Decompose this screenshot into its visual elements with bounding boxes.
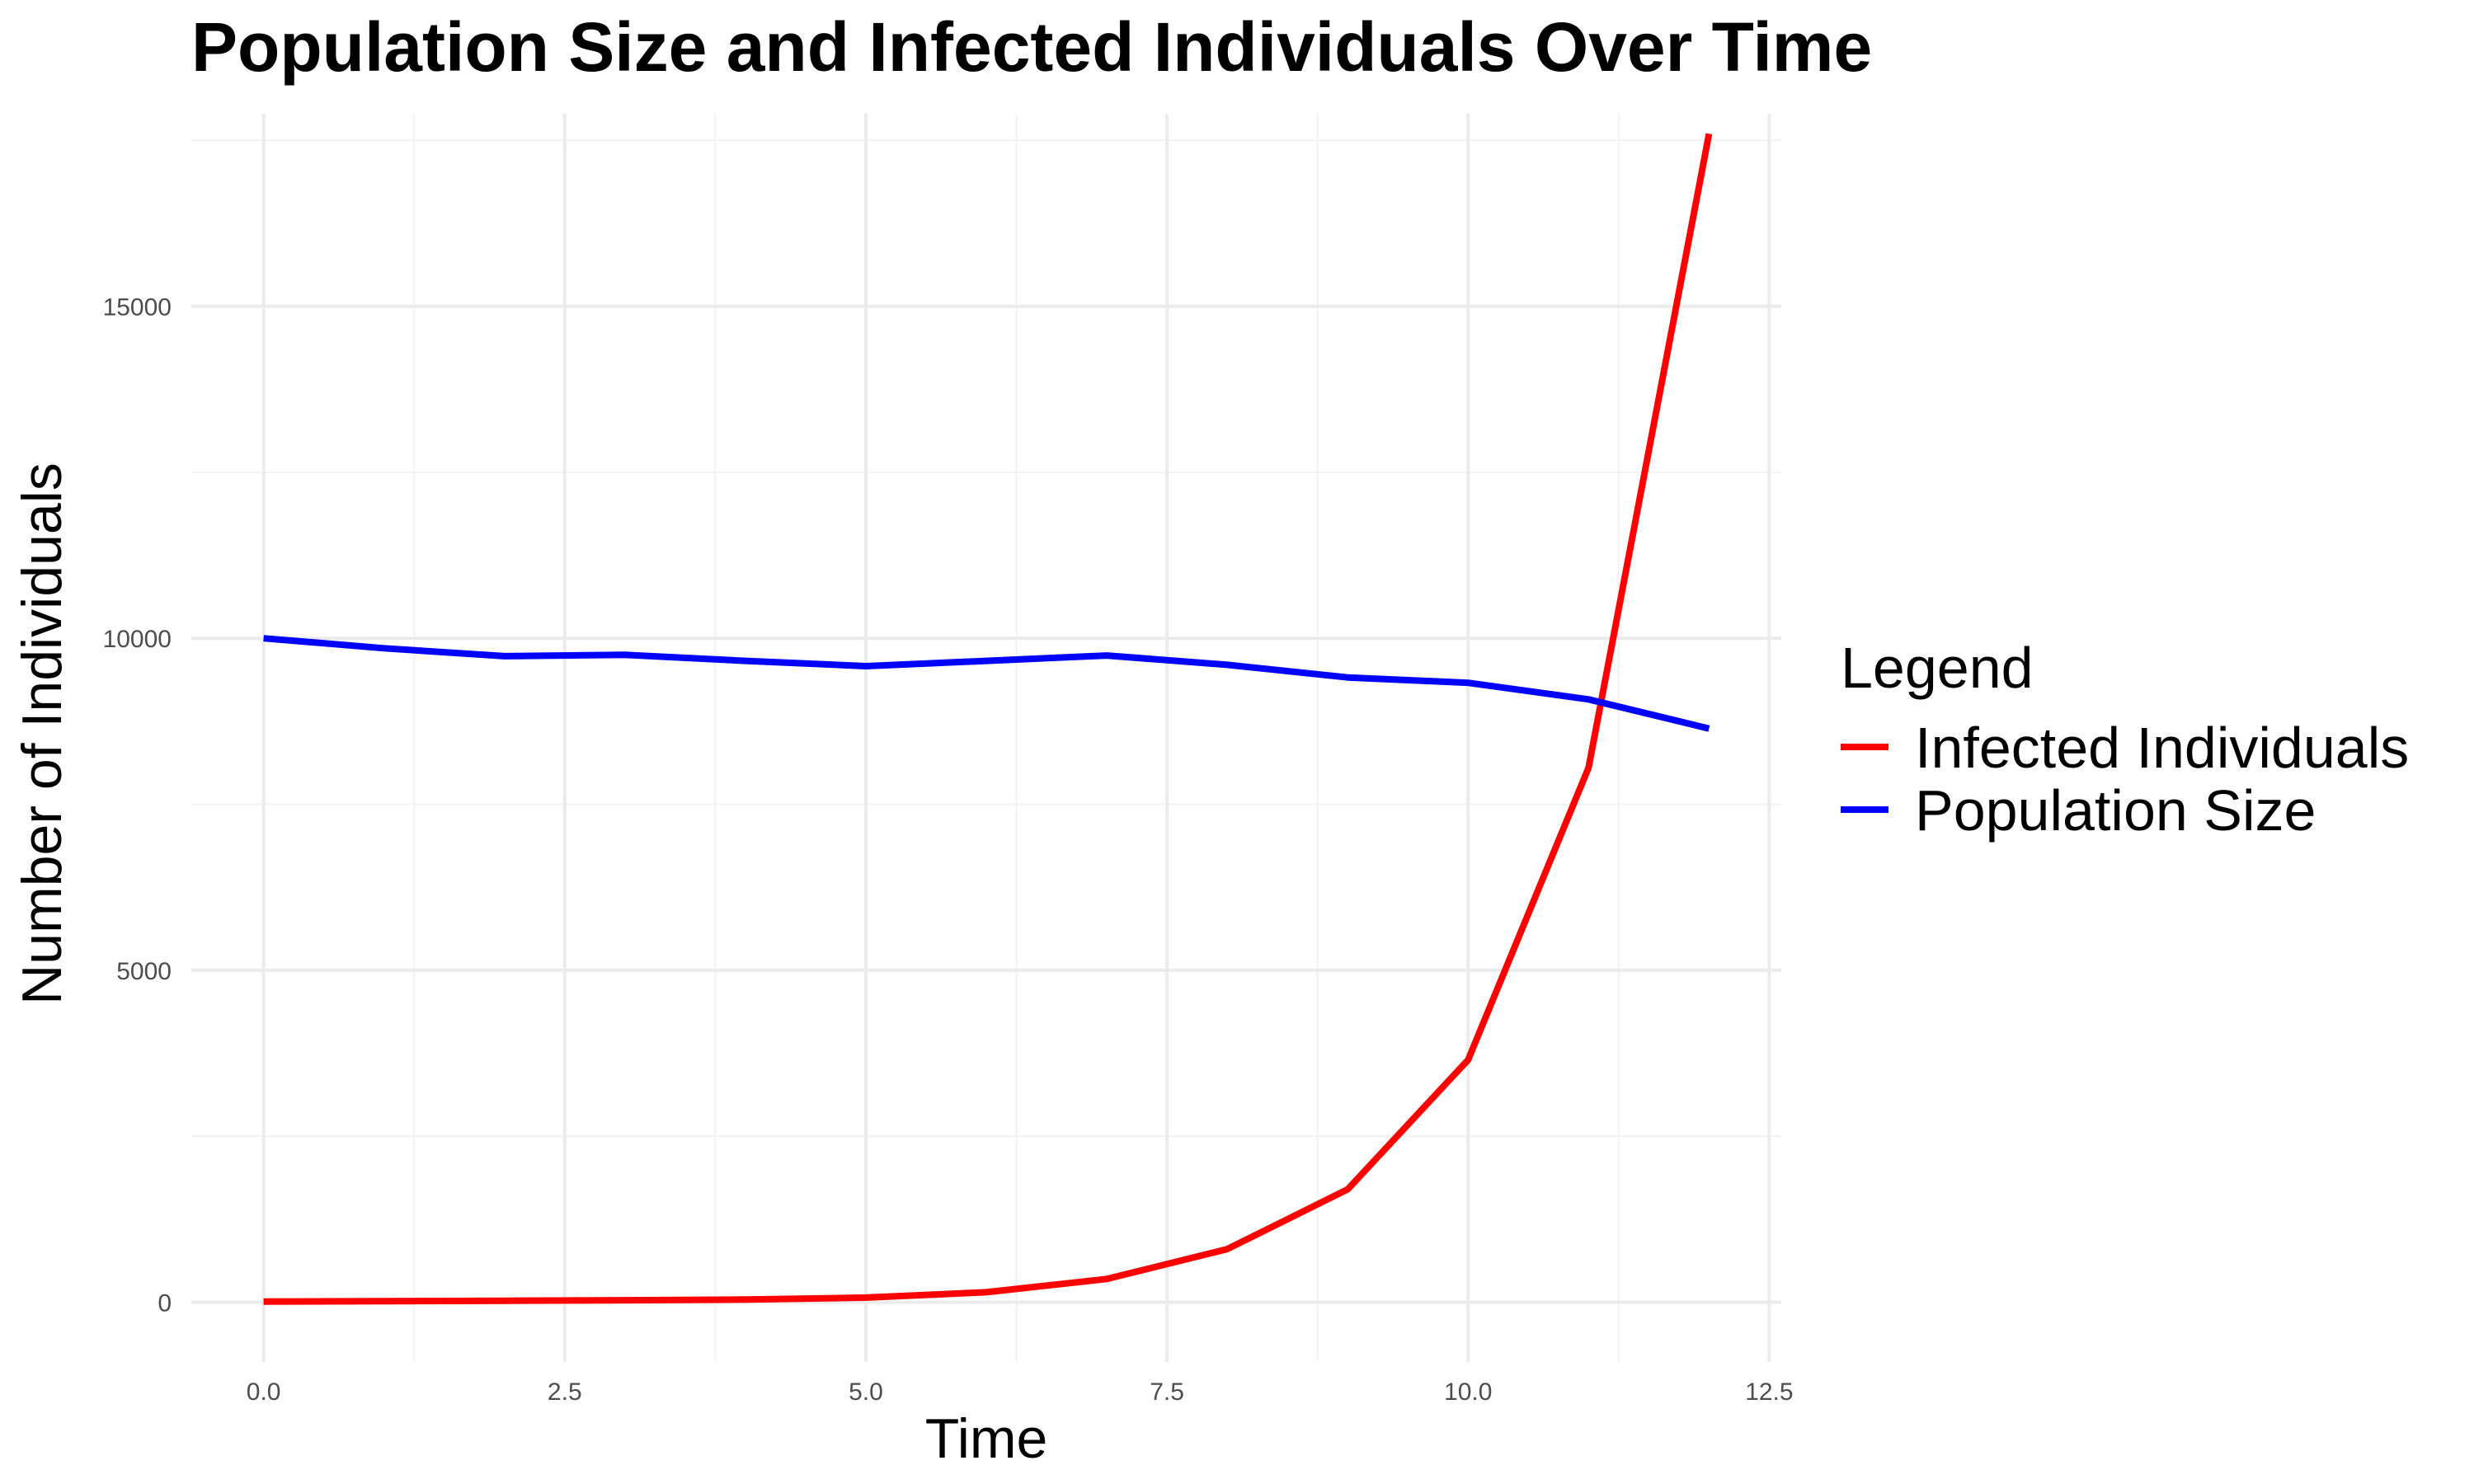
legend-label-infected-individuals: Infected Individuals bbox=[1915, 716, 2409, 780]
series-line-infected-individuals bbox=[263, 133, 1713, 1305]
y-axis-ticks: 0 5000 10000 15000 bbox=[103, 294, 172, 1317]
x-tick-label: 2.5 bbox=[548, 1378, 582, 1406]
series-line-population-size bbox=[263, 635, 1710, 732]
y-tick-label: 0 bbox=[158, 1290, 172, 1317]
y-tick-label: 5000 bbox=[116, 958, 172, 985]
y-tick-label: 15000 bbox=[103, 294, 172, 322]
chart-title: Population Size and Infected Individuals… bbox=[191, 8, 1872, 86]
legend-title: Legend bbox=[1841, 636, 2034, 700]
x-tick-label: 5.0 bbox=[849, 1378, 883, 1406]
grid-minor bbox=[191, 114, 1781, 1362]
x-axis-ticks: 0.0 2.5 5.0 7.5 10.0 12.5 bbox=[247, 1378, 1794, 1406]
y-axis-title: Number of Individuals bbox=[11, 463, 73, 1005]
x-axis-title: Time bbox=[925, 1407, 1048, 1470]
grid-major bbox=[191, 114, 1781, 1362]
x-tick-label: 10.0 bbox=[1444, 1378, 1492, 1406]
series-layer bbox=[263, 133, 1713, 1305]
x-tick-label: 0.0 bbox=[247, 1378, 281, 1406]
x-tick-label: 12.5 bbox=[1745, 1378, 1793, 1406]
legend-label-population-size: Population Size bbox=[1915, 778, 2316, 843]
y-tick-label: 10000 bbox=[103, 626, 172, 653]
x-tick-label: 7.5 bbox=[1150, 1378, 1184, 1406]
